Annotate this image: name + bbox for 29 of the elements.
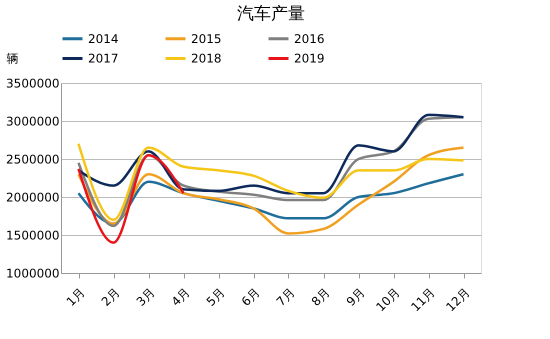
legend-label: 2016: [294, 32, 325, 46]
legend-label: 2019: [294, 52, 325, 66]
y-tick-label: 2500000: [6, 152, 60, 166]
x-tick-label: 8月: [308, 285, 332, 309]
x-tick-label: 12月: [443, 285, 472, 314]
y-axis-title: 辆: [6, 52, 18, 66]
line-series: [77, 142, 465, 222]
x-tick-label: 3月: [134, 285, 158, 309]
x-tick-label: 9月: [344, 285, 368, 309]
x-tick-label: 11月: [408, 285, 438, 314]
y-tick-label: 3500000: [6, 76, 60, 90]
legend-label: 2014: [88, 32, 119, 46]
y-tick-label: 3000000: [6, 114, 60, 128]
x-tick-label: 1月: [64, 285, 88, 309]
chart-title: 汽车产量: [237, 4, 305, 24]
line-series: [77, 154, 185, 244]
legend-label: 2015: [191, 32, 222, 46]
line-series: [77, 114, 465, 194]
x-tick-label: 6月: [238, 285, 262, 309]
x-tick-label: 5月: [204, 285, 228, 309]
x-tick-label: 7月: [274, 285, 298, 309]
x-tick-label: 4月: [168, 285, 192, 309]
y-tick-label: 2000000: [6, 190, 60, 204]
legend-label: 2017: [88, 52, 119, 66]
y-tick-label: 1000000: [6, 266, 60, 280]
x-tick-label: 2月: [98, 285, 122, 309]
x-tick-label: 10月: [373, 285, 402, 314]
y-tick-label: 1500000: [6, 228, 60, 242]
legend-label: 2018: [191, 52, 222, 66]
